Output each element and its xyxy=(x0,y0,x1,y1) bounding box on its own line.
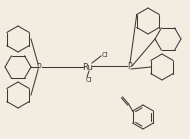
Text: P: P xyxy=(37,63,41,71)
Text: Cl: Cl xyxy=(102,52,109,58)
Text: Ru: Ru xyxy=(83,63,93,71)
Text: P: P xyxy=(128,61,132,70)
Text: Cl: Cl xyxy=(86,77,93,83)
